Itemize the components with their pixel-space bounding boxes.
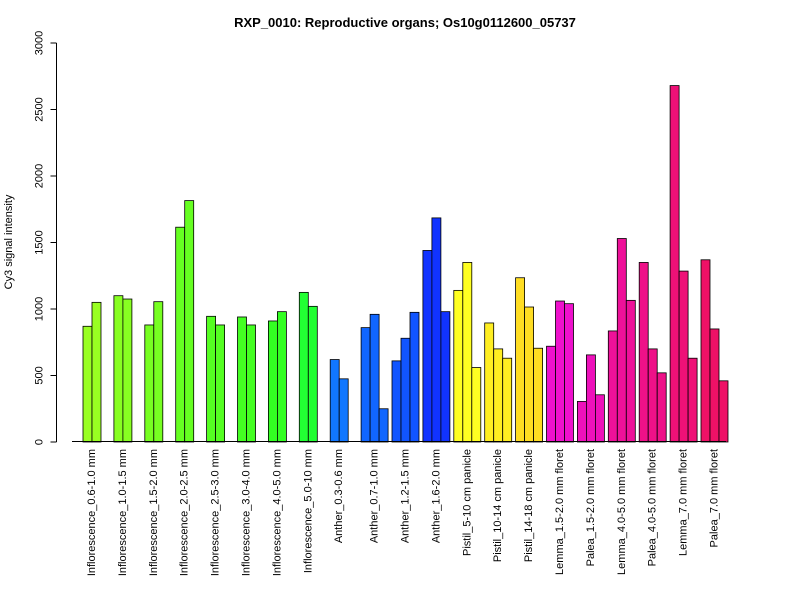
- x-tick-label: Lemma_4.0-5.0 mm floret: [616, 449, 628, 575]
- x-tick-label: Inflorescence_5.0-10 mm: [302, 449, 314, 573]
- bar: [400, 337, 411, 443]
- bar: [493, 348, 504, 443]
- bar: [678, 270, 689, 443]
- y-tick-label: 500: [34, 366, 46, 384]
- bar: [546, 345, 556, 443]
- y-tick-label: 2000: [34, 164, 46, 188]
- x-tick-label: Palea_1.5-2.0 mm floret: [585, 449, 597, 566]
- bar: [669, 85, 680, 443]
- bar: [338, 378, 349, 443]
- bar: [113, 295, 124, 443]
- bar: [577, 401, 587, 443]
- bar: [647, 348, 658, 443]
- bar: [431, 217, 442, 443]
- bar: [586, 354, 596, 443]
- bar: [440, 311, 451, 443]
- y-axis-label: Cy3 signal intensity: [3, 194, 15, 289]
- bar: [555, 300, 565, 443]
- y-axis: 0 500 1000 1500 2000 2500 3000: [34, 31, 57, 445]
- x-tick-label: Anther_0.7-1.0 mm: [369, 449, 381, 543]
- bar: [409, 311, 420, 443]
- x-tick-label: Inflorescence_4.0-5.0 mm: [271, 449, 283, 576]
- bar: [307, 305, 318, 443]
- x-tick-label: Pistil_10-14 cm panicle: [492, 449, 504, 562]
- x-tick-label: Anther_1.2-1.5 mm: [400, 449, 412, 543]
- y-tick-label: 3000: [34, 31, 46, 55]
- bar: [237, 316, 247, 443]
- bar: [502, 357, 513, 443]
- x-tick-label: Anther_0.3-0.6 mm: [333, 449, 345, 543]
- x-tick-label: Inflorescence_2.5-3.0 mm: [210, 449, 222, 576]
- x-tick-label: Inflorescence_1.5-2.0 mm: [148, 449, 160, 576]
- bar: [462, 262, 473, 443]
- bar: [122, 298, 133, 443]
- bar: [616, 238, 627, 443]
- bar: [82, 325, 93, 443]
- x-tick-label: Inflorescence_0.6-1.0 mm: [86, 449, 98, 576]
- x-tick-label: Inflorescence_1.0-1.5 mm: [117, 449, 129, 576]
- bar: [369, 313, 380, 443]
- bar: [246, 324, 256, 443]
- x-tick-label: Pistil_5-10 cm panicle: [461, 449, 473, 556]
- x-tick-labels: Inflorescence_0.6-1.0 mm Inflorescence_1.…: [86, 449, 721, 576]
- bar: [656, 372, 667, 443]
- bar: [638, 262, 649, 443]
- bar: [718, 380, 729, 443]
- bar: [144, 324, 155, 443]
- bar: [378, 408, 389, 443]
- x-tick-label: Inflorescence_3.0-4.0 mm: [241, 449, 253, 576]
- bar: [153, 301, 164, 443]
- bar: [533, 347, 543, 443]
- bar: [453, 289, 464, 443]
- bar: [329, 359, 340, 443]
- x-tick-label: Palea_4.0-5.0 mm floret: [647, 449, 659, 566]
- bar: [484, 322, 495, 443]
- bar: [471, 367, 482, 443]
- bar: [564, 303, 574, 443]
- x-tick-label: Inflorescence_2.0-2.5 mm: [179, 449, 191, 576]
- x-tick-label: Anther_1.6-2.0 mm: [430, 449, 442, 543]
- bar: [625, 299, 636, 443]
- bar: [700, 259, 711, 443]
- bar: [607, 330, 618, 443]
- bar: [687, 357, 698, 443]
- bar: [184, 200, 195, 443]
- x-tick-label: Lemma_1.5-2.0 mm floret: [554, 449, 566, 575]
- bar: [391, 360, 402, 443]
- x-tick-label: Lemma_7.0 mm floret: [678, 449, 690, 556]
- bar: [175, 226, 186, 443]
- y-tick-label: 2500: [34, 97, 46, 121]
- y-tick-label: 1000: [34, 297, 46, 321]
- x-tick-label: Palea_7.0 mm floret: [709, 449, 721, 547]
- y-tick-label: 1500: [34, 230, 46, 254]
- bar: [709, 328, 720, 443]
- bar: [422, 250, 433, 443]
- bars: [82, 85, 729, 443]
- bar: [91, 301, 102, 443]
- bar: [215, 324, 226, 443]
- bar: [276, 311, 287, 443]
- bar: [298, 291, 309, 443]
- bar: [515, 277, 525, 443]
- bar: [267, 320, 278, 443]
- y-tick-label: 0: [34, 439, 46, 445]
- bar: [360, 327, 371, 443]
- bar: [206, 315, 217, 443]
- chart-title: RXP_0010: Reproductive organs; Os10g0112…: [234, 15, 576, 30]
- x-tick-label: Pistil_14-18 cm panicle: [523, 449, 535, 562]
- bar: [595, 394, 605, 443]
- bar: [524, 306, 534, 443]
